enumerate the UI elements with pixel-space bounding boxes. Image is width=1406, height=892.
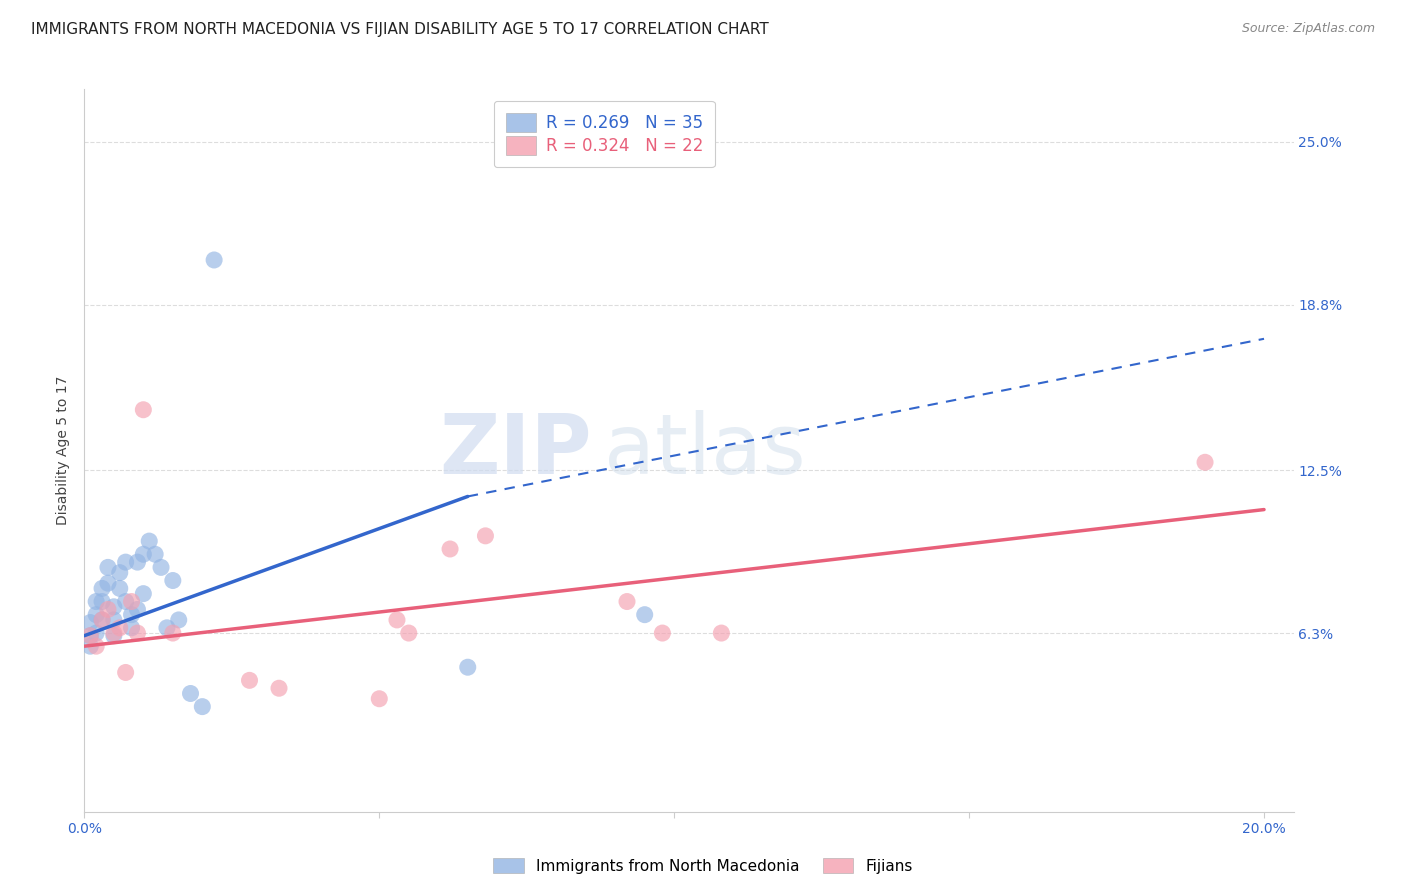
Point bbox=[1194, 455, 1216, 469]
Text: IMMIGRANTS FROM NORTH MACEDONIA VS FIJIAN DISABILITY AGE 5 TO 17 CORRELATION CHA: IMMIGRANTS FROM NORTH MACEDONIA VS FIJIA… bbox=[31, 22, 769, 37]
Point bbox=[616, 594, 638, 608]
Legend: R = 0.269   N = 35, R = 0.324   N = 22: R = 0.269 N = 35, R = 0.324 N = 22 bbox=[494, 101, 714, 167]
Point bbox=[103, 613, 125, 627]
Point bbox=[143, 547, 166, 561]
Point bbox=[84, 607, 107, 622]
Point bbox=[103, 599, 125, 614]
Point bbox=[84, 639, 107, 653]
Point bbox=[651, 626, 673, 640]
Point bbox=[121, 594, 143, 608]
Point bbox=[238, 673, 260, 688]
Point bbox=[368, 691, 391, 706]
Point bbox=[167, 613, 190, 627]
Legend: Immigrants from North Macedonia, Fijians: Immigrants from North Macedonia, Fijians bbox=[488, 852, 918, 880]
Point bbox=[79, 629, 101, 643]
Point bbox=[103, 626, 125, 640]
Point bbox=[91, 613, 114, 627]
Text: ZIP: ZIP bbox=[440, 410, 592, 491]
Point bbox=[180, 686, 202, 700]
Point bbox=[267, 681, 290, 696]
Point bbox=[114, 665, 136, 680]
Point bbox=[132, 547, 155, 561]
Point bbox=[191, 699, 214, 714]
Point bbox=[114, 555, 136, 569]
Point bbox=[108, 621, 131, 635]
Point bbox=[398, 626, 420, 640]
Point bbox=[439, 541, 461, 556]
Point bbox=[138, 534, 160, 549]
Point bbox=[79, 639, 101, 653]
Point bbox=[474, 529, 496, 543]
Point bbox=[127, 626, 149, 640]
Point bbox=[97, 602, 120, 616]
Y-axis label: Disability Age 5 to 17: Disability Age 5 to 17 bbox=[56, 376, 70, 525]
Point bbox=[84, 626, 107, 640]
Point bbox=[162, 626, 184, 640]
Point bbox=[127, 602, 149, 616]
Point bbox=[132, 587, 155, 601]
Point bbox=[150, 560, 173, 574]
Point bbox=[108, 566, 131, 580]
Text: Source: ZipAtlas.com: Source: ZipAtlas.com bbox=[1241, 22, 1375, 36]
Point bbox=[127, 555, 149, 569]
Point bbox=[114, 594, 136, 608]
Point bbox=[103, 629, 125, 643]
Point bbox=[202, 252, 225, 267]
Point bbox=[97, 576, 120, 591]
Point bbox=[79, 629, 101, 643]
Point bbox=[84, 594, 107, 608]
Point bbox=[79, 615, 101, 630]
Point bbox=[108, 582, 131, 596]
Point bbox=[91, 582, 114, 596]
Point bbox=[457, 660, 479, 674]
Point bbox=[97, 560, 120, 574]
Point bbox=[634, 607, 657, 622]
Point bbox=[710, 626, 733, 640]
Text: atlas: atlas bbox=[605, 410, 806, 491]
Point bbox=[91, 594, 114, 608]
Point bbox=[162, 574, 184, 588]
Point bbox=[132, 402, 155, 417]
Point bbox=[156, 621, 179, 635]
Point bbox=[385, 613, 408, 627]
Point bbox=[121, 621, 143, 635]
Point bbox=[121, 607, 143, 622]
Point bbox=[91, 613, 114, 627]
